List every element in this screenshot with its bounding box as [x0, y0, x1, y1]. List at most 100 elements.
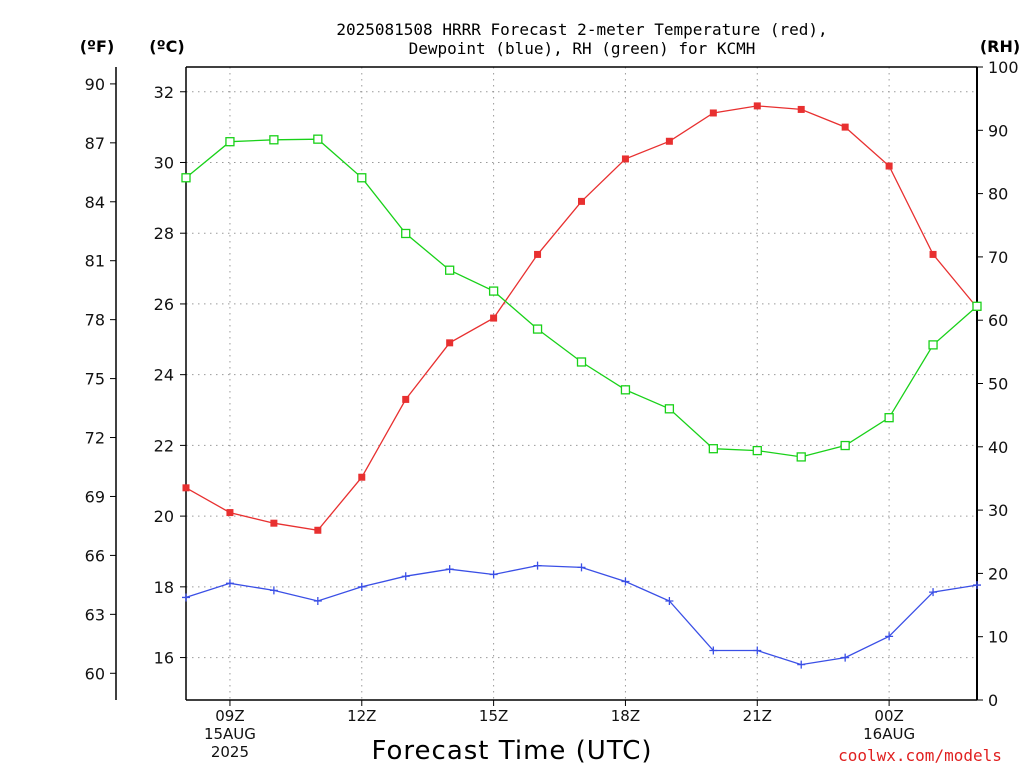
data-point	[709, 646, 718, 655]
rh-tick-label: 100	[988, 58, 1019, 77]
data-point	[313, 596, 322, 605]
data-series	[181, 102, 982, 669]
celsius-tick-label: 22	[154, 436, 174, 455]
data-point	[314, 526, 322, 534]
series-line	[185, 138, 978, 458]
celsius-tick-label: 16	[154, 649, 174, 668]
data-point	[929, 250, 937, 258]
series-line	[185, 105, 978, 532]
data-point	[225, 579, 234, 588]
data-point	[182, 484, 190, 492]
rh-tick-label: 70	[988, 248, 1008, 267]
fahrenheit-unit-label: (ºF)	[80, 37, 115, 56]
data-point	[577, 563, 586, 572]
data-point	[490, 314, 498, 322]
x-tick-label: 15AUG	[204, 725, 256, 743]
credit-text: coolwx.com/models	[838, 746, 1002, 765]
chart-title-line1: 2025081508 HRRR Forecast 2-meter Tempera…	[336, 20, 827, 39]
fahrenheit-tick-label: 90	[85, 75, 105, 94]
x-tick-label: 09Z	[215, 707, 244, 725]
celsius-unit-label: (ºC)	[149, 37, 184, 56]
fahrenheit-tick-label: 75	[85, 370, 105, 389]
data-point	[358, 473, 366, 481]
data-point	[534, 250, 542, 258]
celsius-tick-label: 18	[154, 578, 174, 597]
rh-tick-label: 10	[988, 628, 1008, 647]
data-point	[796, 452, 806, 462]
data-point	[665, 596, 674, 605]
data-point	[357, 582, 366, 591]
data-point	[182, 593, 190, 602]
data-point	[270, 519, 278, 527]
celsius-tick-label: 32	[154, 83, 174, 102]
data-point	[620, 385, 631, 395]
fahrenheit-tick-label: 78	[85, 311, 105, 330]
x-axis-label: Forecast Time (UTC)	[371, 736, 652, 766]
data-point	[445, 265, 455, 275]
rh-tick-label: 80	[988, 185, 1008, 204]
data-point	[797, 660, 806, 669]
data-point	[578, 197, 585, 205]
fahrenheit-tick-label: 81	[85, 252, 105, 271]
data-point	[885, 162, 893, 170]
data-point	[402, 395, 410, 403]
series-line	[185, 564, 978, 666]
data-point	[797, 105, 805, 113]
data-point	[709, 109, 717, 117]
data-point	[313, 134, 323, 144]
data-point	[401, 572, 410, 581]
data-point	[752, 445, 762, 456]
rh-tick-label: 90	[988, 121, 1008, 140]
rh-tick-label: 20	[988, 564, 1008, 583]
x-tick-label: 21Z	[743, 707, 772, 725]
data-point	[445, 565, 454, 574]
data-point	[665, 137, 673, 145]
rh-tick-label: 0	[988, 691, 998, 710]
data-point	[225, 137, 235, 147]
rh-tick-label: 50	[988, 375, 1008, 394]
fahrenheit-tick-label: 60	[85, 664, 105, 683]
celsius-tick-label: 30	[154, 153, 174, 172]
data-point	[840, 440, 850, 451]
rh-tick-label: 60	[988, 311, 1008, 330]
data-point	[269, 586, 278, 595]
data-point	[488, 286, 499, 296]
data-point	[841, 653, 850, 662]
fahrenheit-tick-label: 72	[85, 429, 105, 448]
x-tick-label: 00Z	[874, 707, 903, 725]
x-tick-label: 18Z	[611, 707, 640, 725]
fahrenheit-tick-label: 66	[85, 546, 105, 565]
data-point	[533, 561, 542, 570]
y-axis-ticks: 16 18 20 22 24 26 28 30 32 60 63 66 69 72 75 78 81 84 87 90…	[85, 58, 1019, 710]
rh-tick-label: 40	[988, 438, 1008, 457]
data-point	[753, 102, 761, 110]
data-point	[708, 444, 718, 454]
celsius-tick-label: 20	[154, 507, 174, 526]
data-point	[446, 339, 454, 347]
axes	[115, 66, 978, 701]
data-point	[973, 581, 981, 590]
data-point	[885, 632, 894, 641]
data-point	[621, 155, 629, 163]
data-point	[489, 570, 498, 579]
data-point	[928, 340, 938, 350]
data-point	[753, 646, 762, 655]
data-point	[576, 357, 587, 367]
fahrenheit-tick-label: 69	[85, 487, 105, 506]
data-point	[357, 173, 367, 183]
x-tick-label: 2025	[211, 743, 249, 761]
data-point	[269, 135, 279, 145]
data-point	[532, 324, 543, 334]
fahrenheit-tick-label: 84	[85, 193, 105, 212]
data-point	[181, 173, 191, 183]
x-tick-label: 12Z	[347, 707, 376, 725]
chart-title-line2: Dewpoint (blue), RH (green) for KCMH	[409, 39, 756, 58]
celsius-tick-label: 26	[154, 295, 174, 314]
data-point	[664, 404, 675, 414]
grid-lines	[186, 67, 977, 700]
fahrenheit-tick-label: 63	[85, 605, 105, 624]
celsius-tick-label: 24	[154, 366, 174, 385]
data-point	[226, 509, 234, 517]
